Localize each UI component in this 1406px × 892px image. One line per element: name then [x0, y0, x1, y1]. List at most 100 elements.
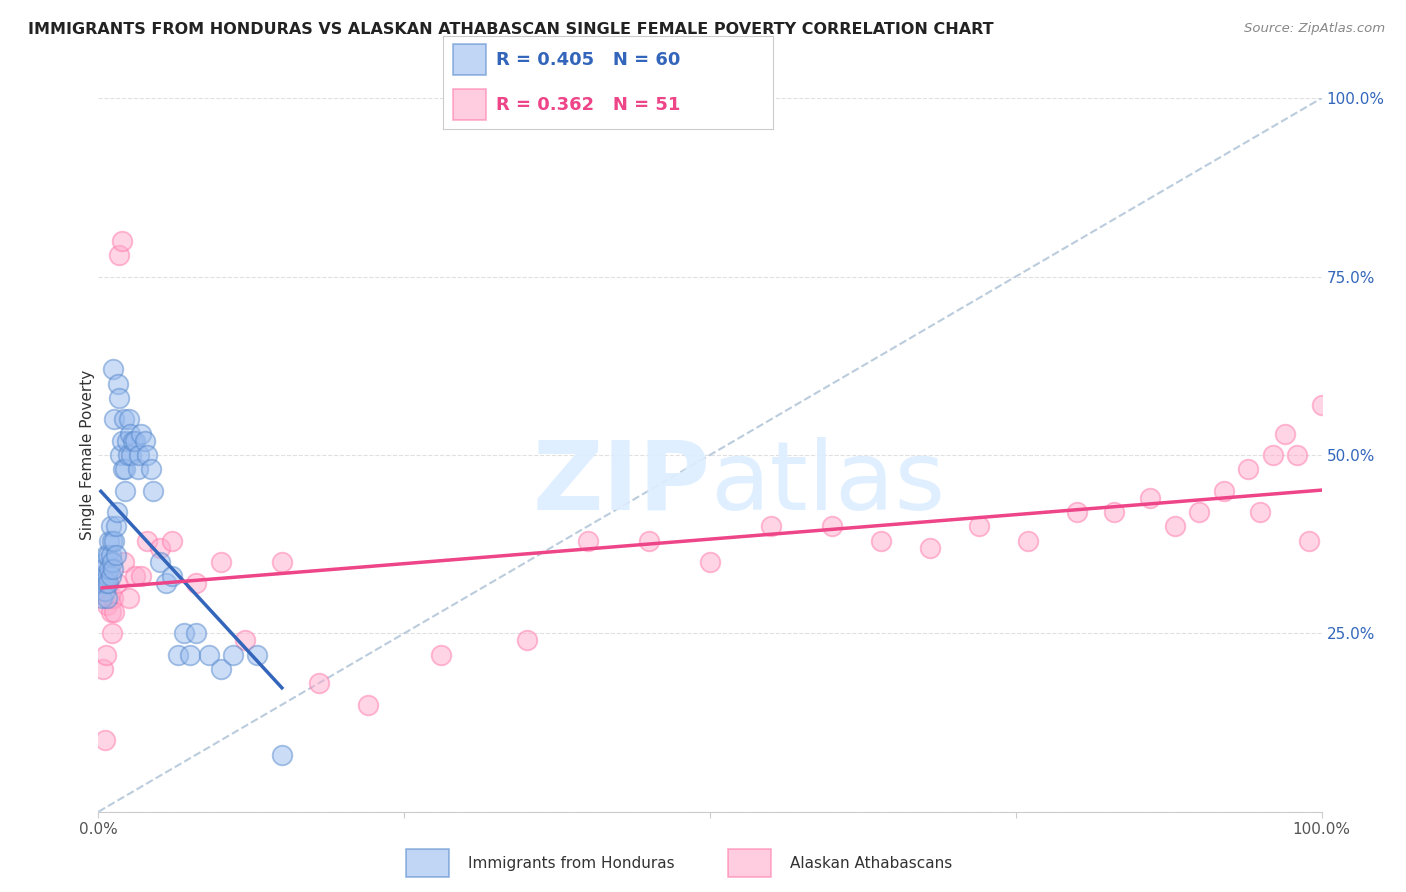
Point [101, 533, 124, 548]
Point [1249, 505, 1271, 519]
Point [160, 533, 183, 548]
Point [1298, 533, 1320, 548]
Point [96, 569, 118, 583]
Point [120, 426, 142, 441]
Text: atlas: atlas [710, 437, 945, 530]
Text: R = 0.362   N = 51: R = 0.362 N = 51 [496, 96, 681, 114]
Point [139, 462, 162, 476]
Point [124, 434, 146, 448]
Point [101, 591, 124, 605]
Point [173, 626, 195, 640]
Point [1286, 448, 1309, 462]
Point [1212, 483, 1234, 498]
Point [576, 533, 599, 548]
Point [179, 648, 201, 662]
Point [870, 533, 893, 548]
Point [430, 648, 453, 662]
FancyBboxPatch shape [406, 849, 450, 877]
Point [209, 662, 232, 676]
Point [94, 576, 117, 591]
Point [128, 448, 150, 462]
Point [91, 583, 114, 598]
Point [270, 747, 294, 762]
Text: Immigrants from Honduras: Immigrants from Honduras [468, 855, 675, 871]
Point [105, 576, 128, 591]
Point [515, 633, 537, 648]
FancyBboxPatch shape [453, 44, 486, 75]
Point [1237, 462, 1260, 476]
Point [110, 448, 132, 462]
Point [101, 555, 124, 569]
Point [97, 576, 120, 591]
Point [111, 434, 134, 448]
Point [101, 562, 124, 576]
Point [134, 434, 156, 448]
Point [101, 362, 124, 376]
FancyBboxPatch shape [453, 89, 486, 120]
Point [1261, 448, 1284, 462]
Point [1274, 426, 1296, 441]
Point [209, 555, 232, 569]
Point [98, 533, 121, 548]
Point [97, 548, 120, 562]
Point [108, 248, 131, 262]
FancyBboxPatch shape [728, 849, 770, 877]
Point [98, 591, 121, 605]
Point [108, 391, 131, 405]
Point [222, 648, 245, 662]
Point [1310, 398, 1333, 412]
Point [129, 426, 152, 441]
Point [149, 555, 172, 569]
Point [186, 576, 208, 591]
Point [197, 648, 219, 662]
Point [118, 591, 141, 605]
Y-axis label: Single Female Poverty: Single Female Poverty [80, 370, 94, 540]
Point [91, 662, 114, 676]
Point [967, 519, 990, 533]
Point [246, 648, 269, 662]
Point [104, 519, 127, 533]
Point [270, 555, 294, 569]
Point [100, 569, 122, 583]
Point [100, 548, 122, 562]
Point [91, 576, 114, 591]
Point [821, 519, 844, 533]
Point [104, 548, 127, 562]
Point [93, 733, 115, 747]
Text: R = 0.405   N = 60: R = 0.405 N = 60 [496, 51, 681, 69]
Point [90, 569, 112, 583]
Point [93, 555, 115, 569]
Point [121, 434, 143, 448]
Point [115, 434, 138, 448]
Point [920, 541, 942, 555]
Point [96, 591, 118, 605]
Point [1139, 491, 1161, 505]
Point [114, 462, 136, 476]
Point [356, 698, 378, 712]
Point [118, 412, 141, 426]
Point [1066, 505, 1088, 519]
Point [91, 562, 114, 576]
Point [699, 555, 721, 569]
Point [1164, 519, 1187, 533]
Point [149, 541, 172, 555]
Point [120, 448, 142, 462]
Point [101, 626, 124, 640]
Point [167, 648, 190, 662]
Text: IMMIGRANTS FROM HONDURAS VS ALASKAN ATHABASCAN SINGLE FEMALE POVERTY CORRELATION: IMMIGRANTS FROM HONDURAS VS ALASKAN ATHA… [28, 22, 994, 37]
Point [103, 412, 125, 426]
Point [100, 519, 122, 533]
Point [155, 576, 177, 591]
Point [105, 505, 128, 519]
Point [160, 569, 183, 583]
Point [136, 448, 159, 462]
Point [94, 548, 117, 562]
Point [1188, 505, 1211, 519]
Text: Alaskan Athabascans: Alaskan Athabascans [790, 855, 952, 871]
Text: ZIP: ZIP [531, 437, 710, 530]
Point [1102, 505, 1125, 519]
Point [637, 533, 661, 548]
Point [98, 562, 121, 576]
Point [186, 626, 208, 640]
Point [142, 483, 165, 498]
